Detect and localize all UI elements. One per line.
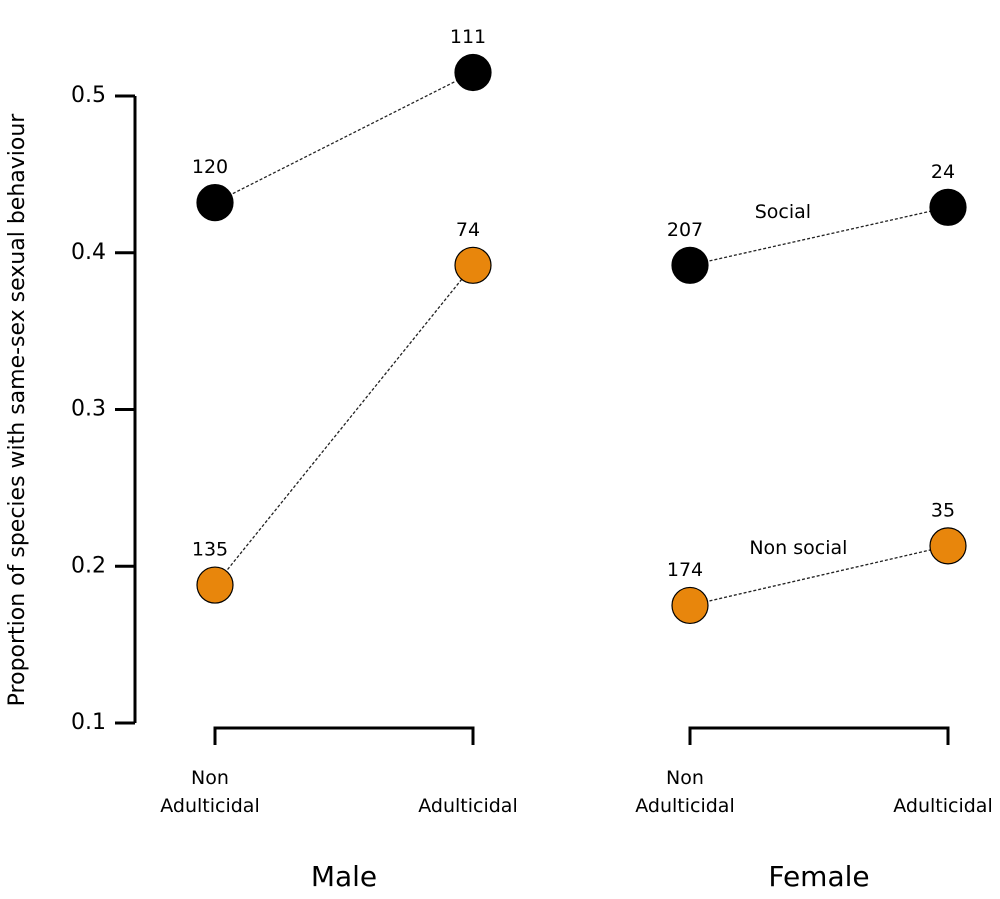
y-tick-label: 0.3 xyxy=(71,397,106,422)
sample-size-label: 135 xyxy=(192,539,228,561)
group-bracket xyxy=(688,726,950,745)
sample-size-label: 35 xyxy=(931,499,955,521)
series-label: Social xyxy=(755,201,811,223)
group-label: Male xyxy=(311,860,377,893)
x-tick-label: Adulticidal xyxy=(893,795,993,817)
y-tick-label: 0.4 xyxy=(71,240,106,265)
data-point xyxy=(929,188,967,226)
series-label: Non social xyxy=(749,537,847,559)
y-tick-label: 0.5 xyxy=(71,83,106,108)
sample-size-label: 207 xyxy=(667,219,703,241)
series-line xyxy=(214,71,474,204)
sample-size-label: 174 xyxy=(667,559,703,581)
series-line xyxy=(214,264,474,586)
data-point xyxy=(454,246,492,284)
x-tick-label: Non Adulticidal xyxy=(635,767,735,817)
x-tick-label: Adulticidal xyxy=(418,795,518,817)
data-point xyxy=(454,53,492,92)
data-point xyxy=(671,246,709,284)
y-tick-label: 0.2 xyxy=(71,553,106,578)
sample-size-label: 120 xyxy=(192,156,228,178)
y-tick-label: 0.1 xyxy=(71,710,106,735)
group-bracket xyxy=(213,726,475,745)
series-line xyxy=(689,206,949,266)
sample-size-label: 24 xyxy=(931,161,955,183)
data-point xyxy=(929,527,967,565)
data-point xyxy=(671,586,709,625)
data-point xyxy=(196,183,234,222)
sample-size-label: 74 xyxy=(456,219,480,241)
x-tick-label: Non Adulticidal xyxy=(160,767,260,817)
series-line xyxy=(689,545,949,607)
sample-size-label: 111 xyxy=(450,26,486,48)
data-point xyxy=(196,566,234,604)
group-label: Female xyxy=(768,860,869,893)
y-axis-label: Proportion of species with same-sex sexu… xyxy=(5,113,30,707)
